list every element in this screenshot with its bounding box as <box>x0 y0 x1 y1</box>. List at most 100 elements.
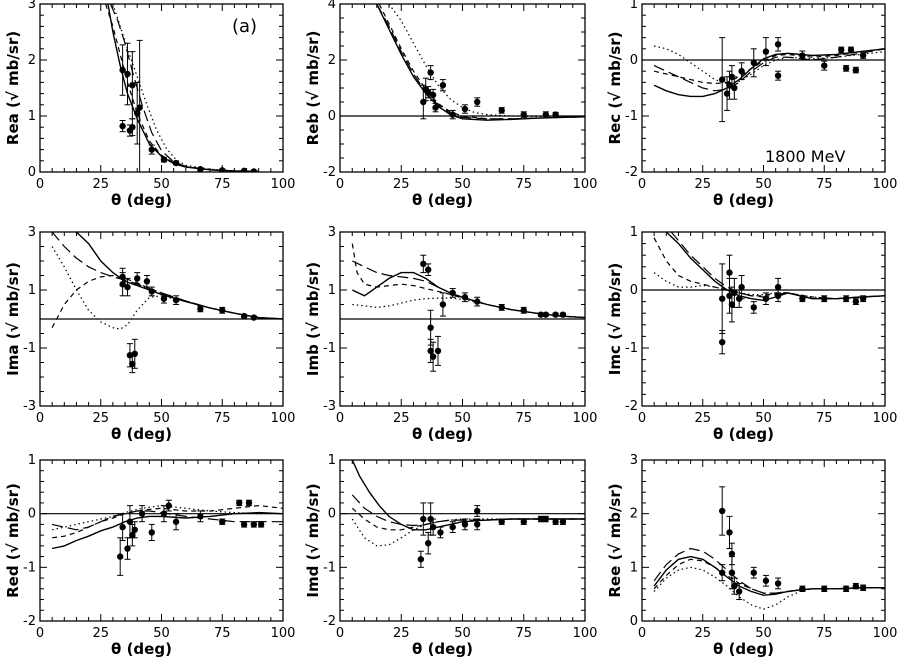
y-tick-label: 2 <box>630 507 638 522</box>
y-tick-label: 3 <box>630 453 638 468</box>
data-point <box>723 90 731 97</box>
x-axis-label: θ (deg) <box>713 191 774 209</box>
data-point <box>420 260 427 268</box>
data-point <box>124 283 131 291</box>
data-point <box>119 273 126 281</box>
y-tick-label: 0 <box>630 614 638 629</box>
data-point <box>821 295 828 302</box>
data-point <box>552 111 559 118</box>
data-point <box>718 507 726 515</box>
curve-shortdash <box>51 274 283 328</box>
data-point <box>461 294 469 301</box>
data-point <box>852 298 860 305</box>
data-point <box>750 569 757 576</box>
data-point <box>119 523 126 531</box>
curves <box>351 243 585 319</box>
data-point <box>552 518 559 525</box>
data-point <box>838 46 845 54</box>
data-point <box>842 295 850 302</box>
data-point <box>498 518 505 525</box>
data-point <box>821 62 828 69</box>
data-point <box>138 510 146 517</box>
data-point <box>520 307 527 314</box>
curve-dotted <box>653 566 885 610</box>
data-point <box>842 585 850 592</box>
data-point <box>449 289 456 297</box>
x-tick-label: 75 <box>214 177 231 192</box>
data-point <box>197 305 204 313</box>
data-point <box>474 521 481 528</box>
data-point <box>197 166 204 172</box>
y-axis-label: Imd (√ mb/sr) <box>304 483 322 597</box>
y-tick-label: 3 <box>28 225 36 240</box>
x-tick-label: 100 <box>271 626 296 641</box>
data-point <box>474 98 481 106</box>
data-point <box>136 104 143 111</box>
curve-dotted <box>351 518 585 547</box>
x-tick-label: 100 <box>271 177 296 192</box>
panel-label: (a) <box>232 16 257 37</box>
data-point <box>728 550 736 558</box>
curve-dotted <box>352 297 585 319</box>
x-tick-label: 0 <box>336 411 344 426</box>
curve-shortdash <box>378 4 585 120</box>
panel-ree: 0 25 50 75 100 0 1 2 3 θ (deg) Ree (√ mb/sr) <box>606 453 897 658</box>
data-point <box>148 529 155 536</box>
y-tick-label: 0 <box>328 507 336 522</box>
data-point <box>172 518 180 525</box>
curve-shortdash <box>351 243 585 319</box>
x-axis-label: θ (deg) <box>713 425 774 443</box>
data-points <box>420 254 567 372</box>
x-tick-label: 100 <box>573 626 598 641</box>
curve-solid <box>51 511 283 550</box>
x-tick-label: 75 <box>214 411 231 426</box>
y-tick-label: 3 <box>328 225 336 240</box>
x-tick-label: 75 <box>515 177 532 192</box>
data-point <box>439 301 447 308</box>
data-point <box>498 107 505 114</box>
x-tick-label: 25 <box>393 411 410 426</box>
x-tick-label: 0 <box>36 626 44 641</box>
y-tick-label: 1 <box>28 283 36 298</box>
curve-dotted <box>388 4 585 118</box>
data-point <box>129 531 136 539</box>
y-tick-label: -1 <box>323 341 336 356</box>
data-points <box>119 39 258 172</box>
data-point <box>425 266 432 273</box>
y-tick-label: 1 <box>328 283 336 298</box>
data-point <box>774 292 782 299</box>
curve-longdash <box>51 510 283 531</box>
data-points <box>718 486 867 601</box>
data-point <box>537 311 545 318</box>
curves <box>51 504 283 550</box>
data-point <box>129 360 136 368</box>
x-tick-label: 100 <box>573 411 598 426</box>
y-axis-label: Red (√ mb/sr) <box>4 483 22 598</box>
data-point <box>461 105 469 113</box>
curves <box>105 4 259 172</box>
plot-frame <box>641 459 886 622</box>
x-tick-label: 0 <box>336 177 344 192</box>
y-axis-label: Rec (√ mb/sr) <box>606 32 624 145</box>
curves <box>653 45 885 98</box>
data-point <box>542 111 549 118</box>
y-tick-label: -2 <box>323 614 336 629</box>
x-tick-label: 0 <box>638 177 646 192</box>
y-tick-label: -2 <box>323 165 336 180</box>
data-point <box>726 269 733 276</box>
x-axis-label: θ (deg) <box>713 640 774 657</box>
curve-solid <box>653 555 885 596</box>
data-point <box>731 582 738 590</box>
data-point <box>420 515 427 523</box>
x-tick-label: 25 <box>92 177 109 192</box>
data-point <box>542 515 549 523</box>
data-point <box>542 311 549 318</box>
data-point <box>432 104 439 111</box>
data-point <box>165 502 172 509</box>
y-tick-label: -1 <box>23 341 36 356</box>
data-point <box>559 311 567 318</box>
data-point <box>427 347 434 355</box>
panel-imb: 0 25 50 75 100 -3 -1 1 3 θ (deg) Imb (√ mb/sr) <box>304 225 597 443</box>
curve-dotted <box>51 246 283 330</box>
data-point <box>240 167 248 172</box>
